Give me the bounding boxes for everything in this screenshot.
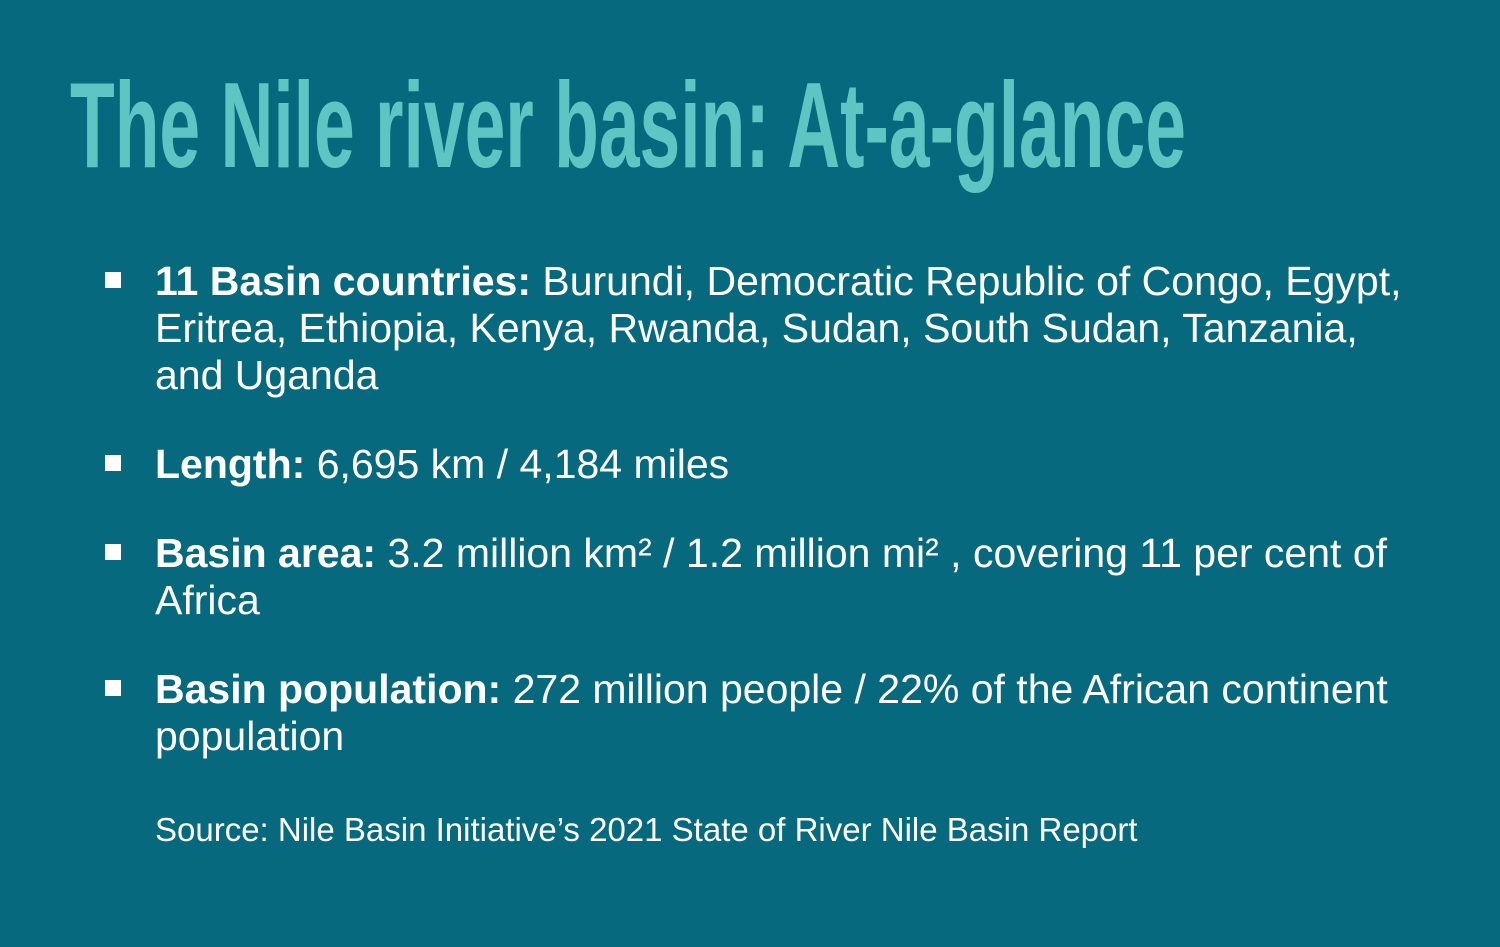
page-title: The Nile river basin: At-a-glance [70, 57, 1186, 193]
bullet-square-icon [105, 680, 121, 696]
bullet-value: Burundi, Democratic Republic of Congo, E… [155, 258, 1402, 398]
bullet-list: 11 Basin countries: Burundi, Democratic … [105, 258, 1425, 850]
bullet-label: Basin area: [155, 530, 377, 576]
bullet-text-length: Length: 6,695 km / 4,184 miles [155, 441, 1425, 488]
source-attribution: Source: Nile Basin Initiative’s 2021 Sta… [155, 811, 1138, 848]
list-item: 11 Basin countries: Burundi, Democratic … [105, 258, 1425, 399]
bullet-label: Basin population: [155, 666, 502, 712]
list-item: Basin population: 272 million people / 2… [105, 666, 1425, 760]
bullet-square-icon [105, 272, 121, 288]
bullet-value: 3.2 million km² / 1.2 million mi² , cove… [155, 530, 1388, 623]
list-item: Length: 6,695 km / 4,184 miles [105, 441, 1425, 488]
bullet-value: 6,695 km / 4,184 miles [305, 441, 730, 487]
bullet-square-icon [105, 455, 121, 471]
bullet-text-area: Basin area: 3.2 million km² / 1.2 millio… [155, 530, 1425, 624]
bullet-label: 11 Basin countries: [155, 258, 531, 304]
bullet-text-countries: 11 Basin countries: Burundi, Democratic … [155, 258, 1425, 399]
bullet-label: Length: [155, 441, 306, 487]
bullet-value: 272 million people / 22% of the African … [155, 666, 1388, 759]
bullet-square-icon [105, 544, 121, 560]
bullet-text-population: Basin population: 272 million people / 2… [155, 666, 1425, 760]
list-item: Basin area: 3.2 million km² / 1.2 millio… [105, 530, 1425, 624]
